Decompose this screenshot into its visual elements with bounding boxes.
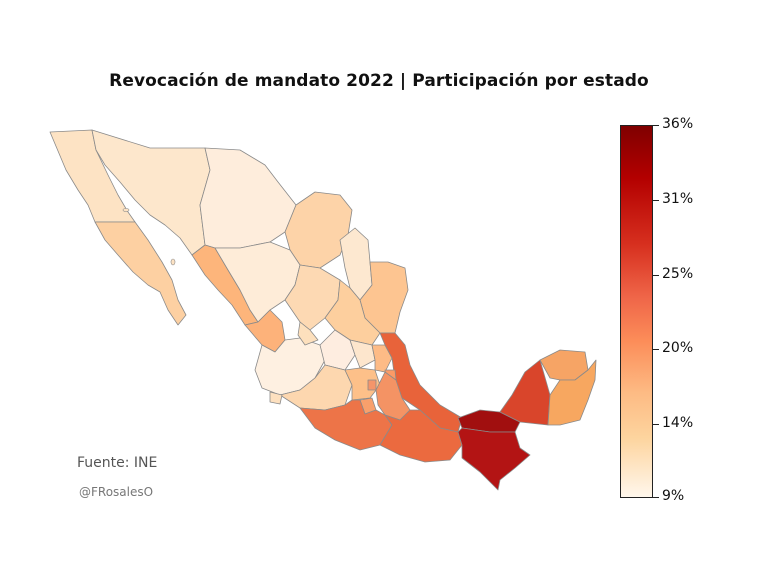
- state-cdmx: [367, 379, 377, 391]
- state-queretaro: [349, 339, 376, 369]
- state-jalisco: [254, 337, 326, 396]
- state-campeche: [499, 359, 551, 426]
- state-coahuila: [284, 191, 353, 269]
- state-quintana-roo: [547, 359, 597, 426]
- source-label: Fuente: INE: [77, 455, 158, 471]
- state-baja-california-sur: [94, 221, 187, 326]
- island-shape: [170, 258, 176, 266]
- island-shape: [122, 208, 130, 212]
- colorbar-tick-label: 36%: [662, 116, 694, 132]
- state-chihuahua: [199, 147, 297, 249]
- state-aguascalientes: [297, 321, 319, 346]
- state-colima: [269, 391, 283, 405]
- colorbar-tick-label: 25%: [662, 266, 694, 282]
- colorbar-tick-label: 14%: [662, 415, 694, 431]
- colorbar-tick-label: 31%: [662, 191, 694, 207]
- state-chiapas: [457, 427, 531, 491]
- colorbar-tick-label: 20%: [662, 340, 694, 356]
- state-guerrero: [299, 399, 393, 451]
- colorbar-tick-label: 9%: [662, 488, 685, 504]
- author-handle: @FRosalesO: [79, 485, 154, 499]
- state-estado-de-mexico: [344, 367, 381, 401]
- colorbar: [620, 125, 653, 498]
- map-title: Revocación de mandato 2022 | Participaci…: [109, 71, 649, 91]
